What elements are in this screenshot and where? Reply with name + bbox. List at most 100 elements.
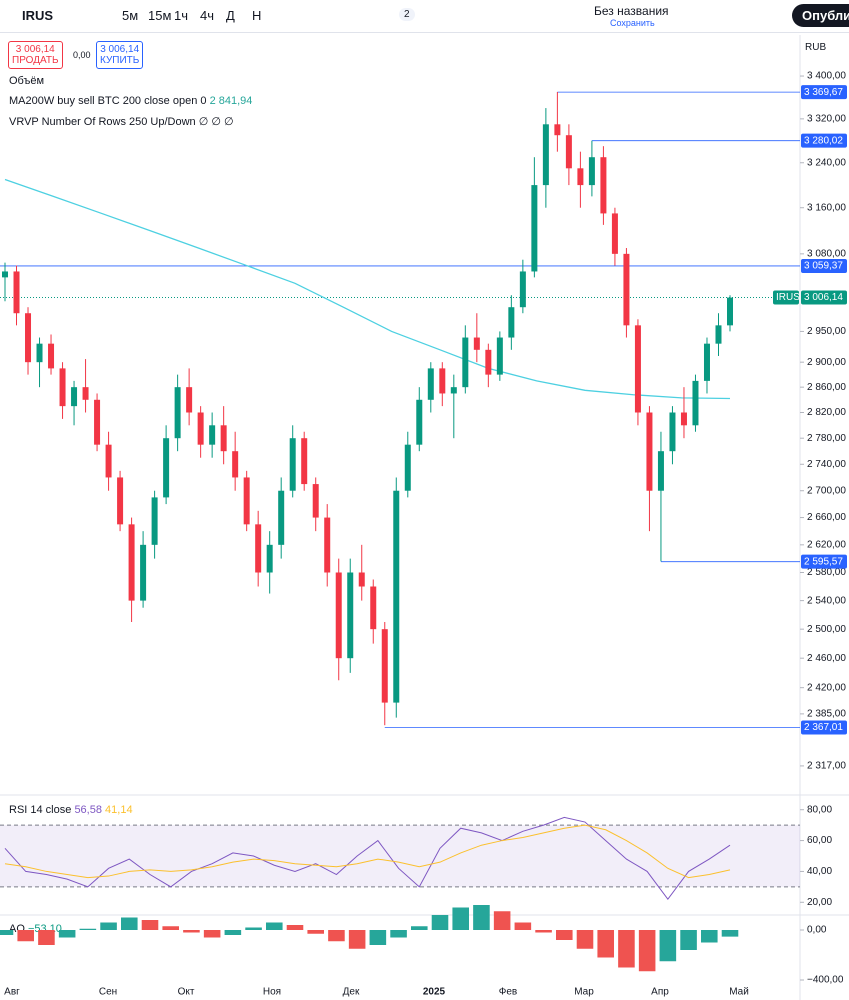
candle-body xyxy=(657,451,664,491)
y-tick-label: 2 950,00 xyxy=(807,326,846,337)
candle-body xyxy=(266,544,273,573)
candle-body xyxy=(588,157,595,186)
candle-body xyxy=(163,438,170,498)
candle-body xyxy=(427,368,434,400)
candle-body xyxy=(232,451,239,478)
interval[interactable]: 5м xyxy=(122,8,139,23)
level-label-bg xyxy=(801,720,847,735)
ao-bar xyxy=(576,930,594,949)
volume-legend: Объём xyxy=(9,75,45,87)
buy-button[interactable]: 3 006,14 КУПИТЬ xyxy=(96,41,144,69)
ao-bar xyxy=(721,930,739,937)
y-tick-label: 3 240,00 xyxy=(807,157,846,168)
vrvp-title: VRVP Number Of Rows 250 Up/Down xyxy=(9,116,196,128)
symbol[interactable]: IRUS xyxy=(22,8,54,23)
level-label-bg xyxy=(801,554,847,569)
candle-body xyxy=(496,337,503,375)
level-label: 3 059,37 xyxy=(804,261,843,272)
candle-body xyxy=(393,490,400,703)
ma-legend: MA200W buy sell BTC 200 close open 0 2 8… xyxy=(9,95,252,107)
last-name-bg xyxy=(773,290,799,305)
candle-body xyxy=(186,387,193,413)
layout-name[interactable]: Без названия xyxy=(594,4,669,18)
ao-bar xyxy=(58,930,76,938)
x-tick-label: Ноя xyxy=(263,987,281,998)
ao-bar xyxy=(431,915,449,930)
candle-body xyxy=(703,343,710,381)
candle-body xyxy=(2,271,8,278)
ao-bar xyxy=(245,927,262,930)
layout-count[interactable]: 2 xyxy=(399,8,415,21)
candle-body xyxy=(335,572,342,659)
candle-body xyxy=(462,337,469,388)
ao-bar xyxy=(473,905,490,930)
ao-bar xyxy=(141,920,159,930)
candle-body xyxy=(439,368,446,394)
candle-body xyxy=(82,387,89,400)
ao-bar xyxy=(659,930,677,962)
ao-bar xyxy=(618,930,635,968)
vrvp-legend: VRVP Number Of Rows 250 Up/Down ∅ ∅ ∅ xyxy=(9,115,234,128)
candle-body xyxy=(347,572,354,659)
publish[interactable]: Опублико xyxy=(792,4,849,27)
currency[interactable]: RUB xyxy=(805,42,827,53)
save[interactable]: Сохранить xyxy=(610,18,655,28)
ao-bar xyxy=(493,911,511,930)
interval[interactable]: Н xyxy=(252,8,262,23)
ma-title: MA200W buy sell BTC 200 close open 0 xyxy=(9,95,207,107)
buy-price: 3 006,14 xyxy=(100,44,140,55)
ao-bar xyxy=(121,917,138,930)
candle-body xyxy=(485,349,492,375)
candle-body xyxy=(554,124,561,136)
ao-bar xyxy=(266,922,283,930)
ao-bar xyxy=(535,930,552,933)
ao-bar xyxy=(17,930,34,942)
y-tick-label: 20,00 xyxy=(807,897,832,908)
interval[interactable]: 4ч xyxy=(200,8,215,23)
candle-body xyxy=(634,325,641,413)
candle-body xyxy=(220,425,227,452)
x-tick-label: Авг xyxy=(4,987,20,998)
candle-body xyxy=(565,135,572,169)
candle-body xyxy=(36,343,43,363)
sell-button[interactable]: 3 006,14 ПРОДАТЬ xyxy=(8,41,63,69)
candle-body xyxy=(25,313,32,363)
ao-bar xyxy=(79,928,97,930)
x-tick-label: Мар xyxy=(574,987,594,998)
x-tick-label: Фев xyxy=(499,987,517,998)
y-tick-label: 2 620,00 xyxy=(807,539,846,550)
candle-body xyxy=(358,572,365,587)
candle-body xyxy=(105,444,112,478)
interval[interactable]: 1ч xyxy=(174,8,189,23)
ma-line xyxy=(4,178,731,400)
y-tick-label: 60,00 xyxy=(807,835,832,846)
interval[interactable]: Д xyxy=(226,8,235,23)
candle-body xyxy=(209,425,216,445)
interval[interactable]: 15м xyxy=(148,8,172,23)
ao-bar xyxy=(597,930,614,958)
rsi-legend: RSI 14 close 56,58 41,14 xyxy=(9,804,133,816)
candle-body xyxy=(519,271,526,308)
ao-bar xyxy=(203,930,221,938)
candle-body xyxy=(680,412,687,426)
rsi-title: RSI 14 close xyxy=(9,804,72,816)
candle-body xyxy=(174,387,181,439)
buy-label: КУПИТЬ xyxy=(100,55,140,66)
candle-body xyxy=(312,484,319,518)
candle-body xyxy=(140,544,147,601)
ao-bar xyxy=(38,930,55,945)
candle-body xyxy=(243,477,250,525)
candle-body xyxy=(692,380,699,426)
y-tick-label: 2 420,00 xyxy=(807,682,846,693)
ao-bar xyxy=(183,930,200,933)
y-tick-label: 2 540,00 xyxy=(807,595,846,606)
y-tick-label: 3 400,00 xyxy=(807,71,846,82)
candle-body xyxy=(611,213,618,254)
ao-bar xyxy=(701,930,718,943)
y-tick-label: 2 780,00 xyxy=(807,433,846,444)
candle-body xyxy=(151,497,158,545)
y-tick-label: 2 740,00 xyxy=(807,459,846,470)
y-tick-label: 2 317,00 xyxy=(807,761,846,772)
candle-body xyxy=(531,185,538,272)
